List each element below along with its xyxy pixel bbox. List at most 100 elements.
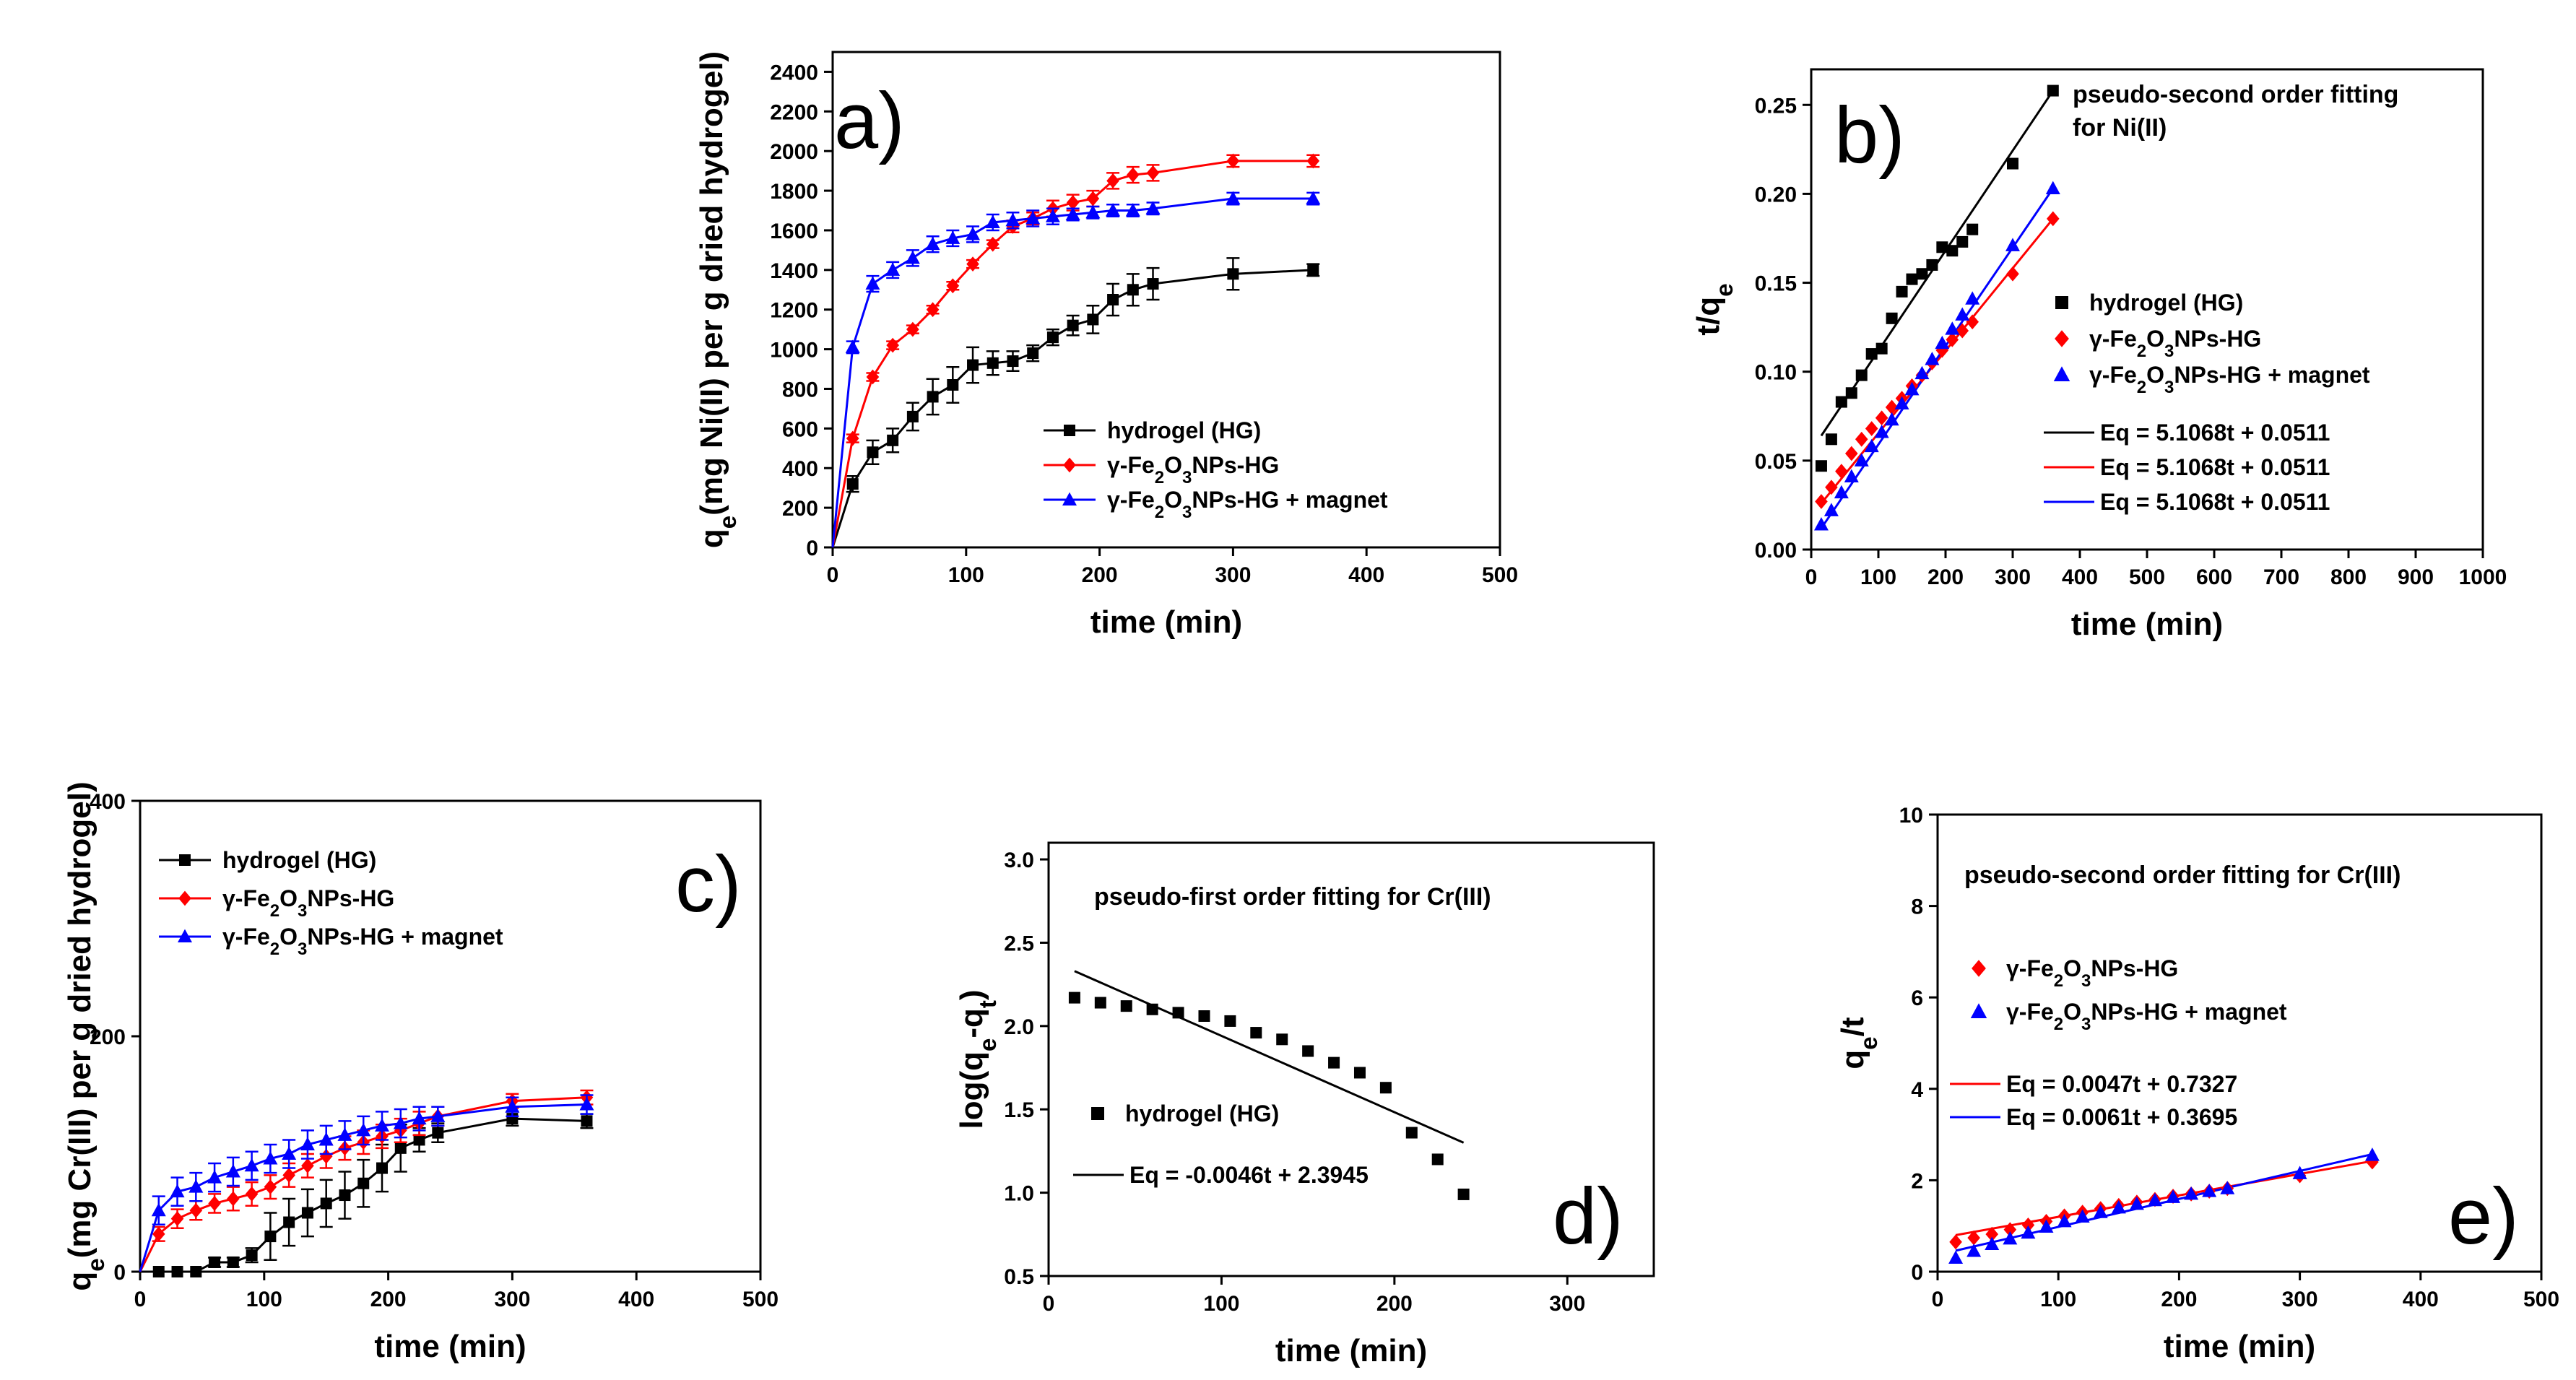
data-point: [1914, 365, 1930, 380]
legend-swatch-marker: [178, 929, 192, 942]
data-point: [1127, 167, 1140, 183]
x-tick-label: 600: [2196, 565, 2232, 589]
data-point: [170, 1184, 185, 1198]
fit-line: [1955, 1160, 2373, 1236]
legend: hydrogel (HG) γ-Fe2O3NPs-HGγ-Fe2O3NPs-HG …: [159, 847, 503, 959]
data-point: [2057, 1213, 2072, 1228]
data-point: [1813, 517, 1829, 531]
data-point: [264, 1231, 277, 1243]
x-tick-label: 0: [827, 563, 839, 587]
data-point: [1925, 352, 1940, 365]
data-point: [1825, 433, 1837, 446]
x-tick-label: 0: [1932, 1288, 1944, 1311]
legend-label: γ-Fe2O3NPs-HG: [2089, 326, 2261, 361]
legend-label: γ-Fe2O3NPs-HG: [222, 885, 394, 921]
y-tick-label: 0.05: [1755, 450, 1797, 474]
data-point: [1985, 1236, 2000, 1251]
y-tick-label: 2.5: [1004, 932, 1034, 955]
data-point: [1066, 195, 1080, 210]
plot-frame: [1936, 813, 2543, 1273]
y-tick-label: 2.0: [1004, 1015, 1034, 1039]
data-point: [1431, 1153, 1444, 1166]
fit-line: [1955, 1153, 2373, 1252]
data-point: [2075, 1209, 2090, 1223]
legend-swatch-marker: [1063, 457, 1076, 473]
data-point: [301, 1158, 314, 1173]
data-point: [966, 256, 979, 272]
data-point: [190, 1266, 202, 1277]
data-point: [318, 1132, 334, 1146]
data-point: [188, 1179, 204, 1193]
data-point: [1985, 1226, 1999, 1242]
data-point: [846, 478, 859, 490]
data-point: [2166, 1189, 2181, 1203]
y-axis-label: qe(mg Ni(II) per g dried hydrogel): [694, 51, 741, 548]
panel-label: d): [1553, 1172, 1623, 1261]
x-tick-label: 800: [2330, 565, 2367, 589]
y-tick-label: 0.20: [1755, 183, 1797, 207]
x-tick-label: 0: [1043, 1292, 1055, 1316]
series-triangle: [831, 191, 1321, 548]
data-point: [2047, 211, 2060, 227]
data-point: [151, 1202, 166, 1217]
data-point: [2005, 238, 2020, 251]
x-tick-label: 200: [1927, 565, 1964, 589]
x-tick-label: 500: [2129, 565, 2165, 589]
data-point: [945, 230, 960, 244]
data-point: [282, 1167, 295, 1183]
data-point: [1844, 469, 1859, 483]
y-tick-label: 1000: [770, 339, 818, 363]
x-tick-label: 200: [1376, 1292, 1413, 1316]
data-point: [1094, 997, 1106, 1009]
data-point: [1949, 1234, 1962, 1250]
data-point: [1916, 268, 1928, 280]
data-point: [1405, 1127, 1418, 1139]
panel-label: b): [1834, 91, 1905, 180]
data-point: [1865, 348, 1878, 360]
legend-label: γ-Fe2O3NPs-HG + magnet: [1107, 487, 1388, 522]
legend-label: hydrogel (HG): [1107, 417, 1261, 443]
data-point: [357, 1177, 370, 1189]
y-tick-label: 8: [1911, 895, 1923, 919]
y-tick-label: 200: [782, 497, 818, 521]
x-axis-label: time (min): [1275, 1333, 1427, 1368]
data-point: [1935, 335, 1950, 350]
data-point: [1855, 369, 1868, 381]
data-point: [1845, 446, 1858, 461]
fit-line: [1820, 188, 2055, 529]
data-point: [1956, 235, 1969, 248]
data-point: [1854, 453, 1869, 466]
data-point: [1875, 342, 1888, 355]
data-point: [2093, 1205, 2108, 1218]
data-point: [1884, 412, 1899, 426]
data-point: [393, 1116, 408, 1129]
data-point: [2006, 266, 2019, 282]
data-point: [866, 369, 880, 385]
y-tick-label: 1400: [770, 259, 818, 283]
data-point: [152, 1226, 165, 1242]
y-axis-label: qe(mg Cr(III) per g dried hydrogel): [62, 781, 109, 1290]
y-tick-label: 1800: [770, 180, 818, 204]
series-square: [140, 1111, 594, 1277]
data-point: [886, 337, 899, 353]
data-point: [1250, 1027, 1262, 1039]
data-point: [2045, 181, 2060, 195]
data-point: [1825, 479, 1838, 495]
data-point: [432, 1127, 444, 1139]
data-point: [1946, 331, 1959, 347]
data-point: [1106, 173, 1119, 188]
legend-swatch-marker: [2055, 330, 2069, 347]
data-point: [885, 262, 901, 276]
y-tick-label: 400: [90, 790, 126, 814]
legend-swatch-marker: [178, 890, 191, 906]
x-tick-label: 0: [134, 1288, 147, 1311]
x-tick-label: 400: [1348, 563, 1384, 587]
data-point: [2021, 1218, 2035, 1233]
data-point: [1885, 399, 1899, 415]
y-tick-label: 2400: [770, 61, 818, 84]
data-point: [1172, 1007, 1184, 1019]
x-tick-label: 200: [370, 1288, 407, 1311]
data-point: [2003, 1222, 2017, 1238]
data-point: [986, 357, 999, 369]
